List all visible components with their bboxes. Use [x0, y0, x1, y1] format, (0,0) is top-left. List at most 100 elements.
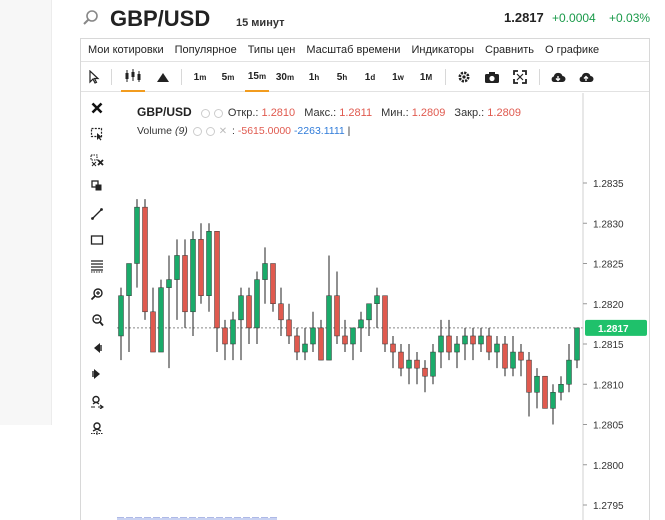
trend-line-icon[interactable] — [87, 205, 107, 223]
area-chart-icon[interactable] — [153, 62, 173, 92]
candle[interactable] — [406, 344, 412, 385]
settings-small-icon[interactable] — [213, 108, 223, 118]
candle[interactable] — [574, 327, 580, 369]
candle[interactable] — [486, 327, 492, 361]
chart-area[interactable]: 1.2835 1.2830 1.2825 1.2820 1.2815 1.2810 1.28… — [113, 93, 649, 520]
candle[interactable] — [198, 223, 204, 304]
gear-icon[interactable] — [453, 62, 475, 92]
menu-price-types[interactable]: Типы цен — [247, 44, 296, 56]
cloud-download-icon[interactable] — [547, 62, 569, 92]
candle[interactable] — [494, 335, 500, 369]
menu-indicators[interactable]: Индикаторы — [411, 44, 474, 56]
candle[interactable] — [302, 327, 308, 361]
close-icon[interactable] — [87, 99, 107, 117]
candle[interactable] — [142, 199, 148, 320]
candle[interactable] — [158, 279, 164, 353]
remove-indicator-icon[interactable]: ✕ — [218, 125, 228, 137]
interval-15m[interactable]: 15 m — [245, 62, 269, 92]
candle[interactable] — [182, 239, 188, 328]
menu-popular[interactable]: Популярное — [174, 44, 237, 56]
candle[interactable] — [350, 327, 356, 361]
candle[interactable] — [310, 311, 316, 353]
eye-icon[interactable] — [200, 108, 210, 118]
candle[interactable] — [542, 375, 548, 409]
candle[interactable] — [206, 223, 212, 312]
candle[interactable] — [318, 319, 324, 361]
candle[interactable] — [430, 344, 436, 385]
copy-icon[interactable] — [87, 177, 107, 195]
fullscreen-icon[interactable] — [509, 62, 531, 92]
candle[interactable] — [342, 319, 348, 353]
candle[interactable] — [534, 368, 540, 409]
select-zoom-icon[interactable] — [87, 125, 107, 143]
crosshair-icon[interactable] — [87, 419, 107, 437]
candle[interactable] — [262, 247, 268, 304]
candle[interactable] — [278, 287, 284, 336]
candle[interactable] — [270, 263, 276, 312]
candle[interactable] — [478, 327, 484, 353]
candle[interactable] — [518, 344, 524, 377]
candle[interactable] — [246, 287, 252, 344]
candle[interactable] — [398, 344, 404, 377]
candle[interactable] — [374, 287, 380, 328]
candle[interactable] — [462, 327, 468, 361]
scroll-right-icon[interactable] — [87, 365, 107, 383]
menu-time-scale[interactable]: Масштаб времени — [306, 44, 401, 56]
zoom-out-icon[interactable] — [87, 311, 107, 329]
candle[interactable] — [222, 319, 228, 361]
candle[interactable] — [294, 327, 300, 361]
zoom-in-icon[interactable] — [87, 285, 107, 303]
candle[interactable] — [446, 319, 452, 361]
candlestick-chart-icon[interactable] — [121, 62, 145, 92]
candlestick-chart[interactable]: 1.2835 1.2830 1.2825 1.2820 1.2815 1.2810 1.28… — [113, 93, 649, 520]
candle[interactable] — [422, 360, 428, 393]
candle[interactable] — [118, 287, 124, 361]
magnet-icon[interactable] — [87, 393, 107, 411]
candle[interactable] — [126, 263, 132, 353]
candle[interactable] — [254, 271, 260, 344]
rectangle-icon[interactable] — [87, 231, 107, 249]
candle[interactable] — [358, 311, 364, 353]
candle[interactable] — [414, 352, 420, 385]
candle[interactable] — [470, 327, 476, 361]
eye-icon[interactable] — [192, 126, 202, 136]
settings-small-icon[interactable] — [205, 126, 215, 136]
candle[interactable] — [382, 295, 388, 353]
candle[interactable] — [166, 255, 172, 369]
candle[interactable] — [326, 255, 332, 361]
menu-compare[interactable]: Сравнить — [485, 44, 535, 56]
candle[interactable] — [366, 303, 372, 336]
candle[interactable] — [550, 384, 556, 425]
delete-drawings-icon[interactable] — [87, 151, 107, 169]
candle[interactable] — [190, 231, 196, 336]
search-icon[interactable] — [82, 9, 100, 27]
candle[interactable] — [526, 352, 532, 417]
menu-my-quotes[interactable]: Мои котировки — [88, 44, 164, 56]
candle[interactable] — [510, 335, 516, 377]
candle[interactable] — [286, 303, 292, 344]
candle[interactable] — [134, 199, 140, 288]
scroll-left-icon[interactable] — [87, 339, 107, 357]
candle[interactable] — [150, 287, 156, 353]
cloud-upload-icon[interactable] — [575, 62, 597, 92]
candle[interactable] — [438, 319, 444, 369]
candle[interactable] — [502, 335, 508, 377]
candle[interactable] — [174, 239, 180, 320]
candle[interactable] — [230, 311, 236, 361]
interval-30m[interactable]: 30 m — [275, 71, 295, 83]
candle[interactable] — [566, 344, 572, 393]
candle[interactable] — [214, 231, 220, 353]
menu-about-chart[interactable]: О графике — [545, 44, 600, 56]
candle[interactable] — [334, 271, 340, 344]
horizontal-lines-icon[interactable] — [87, 257, 107, 275]
camera-icon[interactable] — [481, 62, 503, 92]
candle[interactable] — [238, 287, 244, 361]
candle[interactable] — [558, 376, 564, 401]
